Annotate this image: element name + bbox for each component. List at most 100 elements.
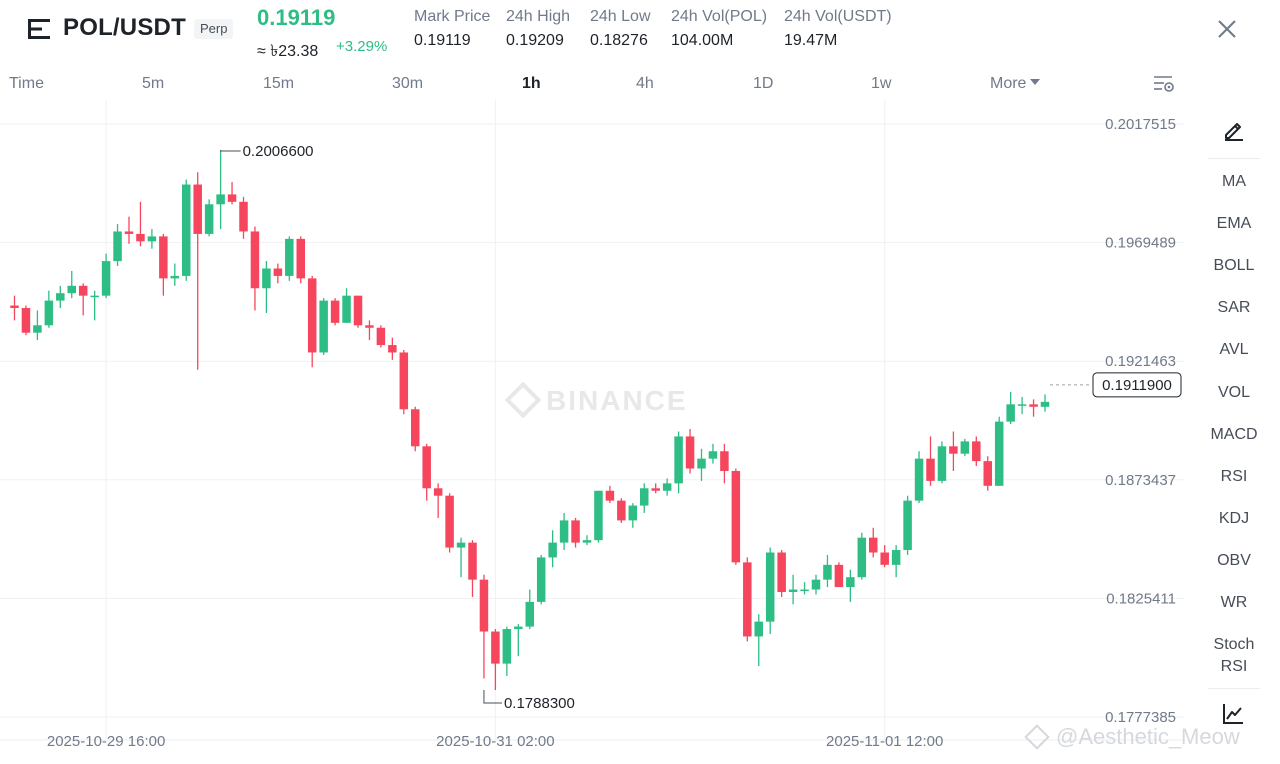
stat-24h-vol-pol: 24h Vol(POL) 104.00M bbox=[671, 8, 767, 50]
stat-label: 24h Low bbox=[590, 8, 651, 25]
candle-body bbox=[754, 621, 763, 637]
tab-1d[interactable]: 1D bbox=[753, 75, 774, 92]
tab-time[interactable]: Time bbox=[9, 75, 44, 92]
indicator-vol[interactable]: VOL bbox=[1217, 384, 1250, 401]
candle-body bbox=[1029, 404, 1038, 407]
stat-value: 0.18276 bbox=[590, 32, 648, 49]
candle bbox=[376, 325, 386, 348]
panel-divider bbox=[1208, 158, 1260, 159]
candle-body bbox=[422, 446, 431, 489]
perp-badge: Perp bbox=[194, 19, 234, 39]
candle bbox=[617, 498, 626, 523]
candle-body bbox=[33, 325, 42, 333]
tab-more[interactable]: More bbox=[990, 75, 1041, 93]
candle bbox=[1017, 396, 1027, 415]
candle bbox=[239, 196, 248, 239]
candle-body bbox=[674, 436, 683, 484]
candle-body bbox=[365, 325, 374, 328]
candle bbox=[903, 495, 912, 555]
candle-body bbox=[388, 345, 397, 353]
candle bbox=[1040, 394, 1050, 412]
candle-body bbox=[834, 564, 844, 588]
stat-value: 19.47M bbox=[784, 32, 838, 49]
indicator-sar[interactable]: SAR bbox=[1217, 299, 1251, 316]
candle-body bbox=[617, 500, 626, 521]
candle-body bbox=[788, 589, 798, 593]
candle bbox=[720, 443, 729, 484]
candle bbox=[399, 349, 409, 415]
candle-body bbox=[353, 295, 363, 326]
candle-body bbox=[983, 461, 992, 486]
candle bbox=[319, 298, 328, 355]
tab-1w[interactable]: 1w bbox=[871, 75, 892, 92]
tab-5m[interactable]: 5m bbox=[142, 75, 165, 92]
trading-pair[interactable]: POL/USDT bbox=[63, 14, 186, 41]
candle bbox=[113, 224, 122, 267]
candle bbox=[159, 233, 168, 296]
candle-body bbox=[960, 441, 970, 454]
candle-body bbox=[90, 295, 99, 298]
chart-line-icon[interactable] bbox=[1221, 702, 1245, 726]
indicator-rsi[interactable]: RSI bbox=[1220, 468, 1248, 485]
y-axis: 0.2017515 0.1969489 0.1921463 0.1873437 0.18… bbox=[1105, 116, 1176, 726]
candle bbox=[823, 554, 832, 588]
stat-24h-low: 24h Low 0.18276 bbox=[590, 8, 651, 50]
indicator-ma[interactable]: MA bbox=[1222, 173, 1246, 190]
menu-icon[interactable] bbox=[28, 18, 52, 40]
candle bbox=[891, 545, 901, 578]
candle bbox=[811, 574, 821, 595]
indicator-obv[interactable]: OBV bbox=[1217, 552, 1251, 569]
candle-body bbox=[891, 550, 901, 565]
indicator-boll[interactable]: BOLL bbox=[1213, 257, 1255, 274]
candle-body bbox=[101, 261, 111, 296]
candle bbox=[846, 569, 855, 602]
candle bbox=[834, 562, 844, 588]
candle bbox=[628, 503, 638, 528]
indicator-stoch-rsi[interactable]: Stoch RSI bbox=[1192, 634, 1276, 678]
candle-body bbox=[800, 589, 809, 592]
candle-body bbox=[582, 540, 592, 543]
tab-4h[interactable]: 4h bbox=[636, 75, 654, 92]
candle bbox=[353, 295, 363, 328]
candle-body bbox=[628, 505, 638, 521]
candle bbox=[960, 438, 970, 457]
candle bbox=[124, 216, 134, 244]
candlestick-chart[interactable]: BINANCE 0.2006600 0.1788300 0.1911900 0.20… bbox=[0, 100, 1184, 754]
candle-body bbox=[548, 542, 557, 558]
candle-body bbox=[559, 520, 569, 543]
candle-body bbox=[376, 327, 386, 346]
candle-body bbox=[502, 629, 512, 664]
x-tick-label: 2025-11-01 12:00 bbox=[826, 733, 943, 750]
current-price-label: 0.1911900 bbox=[1102, 377, 1172, 394]
candle bbox=[90, 290, 99, 321]
tab-15m[interactable]: 15m bbox=[263, 75, 295, 92]
candle-body bbox=[972, 441, 981, 462]
indicator-kdj[interactable]: KDJ bbox=[1218, 510, 1250, 527]
candle-body bbox=[204, 204, 214, 234]
candle bbox=[536, 554, 546, 605]
candle bbox=[227, 182, 237, 205]
indicator-avl[interactable]: AVL bbox=[1219, 341, 1249, 358]
candle bbox=[788, 574, 798, 605]
candle bbox=[422, 443, 431, 501]
candle-body bbox=[296, 238, 305, 279]
tab-1h[interactable]: 1h bbox=[522, 75, 541, 92]
indicator-ema[interactable]: EMA bbox=[1216, 215, 1252, 232]
tab-30m[interactable]: 30m bbox=[392, 75, 424, 92]
footer-watermark-text: @Aesthetic_Meow bbox=[1056, 724, 1240, 749]
candle-body bbox=[159, 236, 168, 279]
close-icon[interactable] bbox=[1214, 16, 1240, 42]
candle-body bbox=[479, 579, 489, 632]
candle-body bbox=[113, 231, 122, 262]
current-price-box bbox=[1092, 372, 1182, 398]
chart-settings-icon[interactable] bbox=[1152, 72, 1176, 96]
candle bbox=[559, 512, 569, 551]
candle-body bbox=[273, 268, 283, 276]
indicator-macd[interactable]: MACD bbox=[1210, 426, 1258, 443]
candle bbox=[411, 406, 420, 452]
candle bbox=[548, 530, 557, 568]
candle bbox=[67, 270, 76, 299]
indicator-wr[interactable]: WR bbox=[1220, 594, 1248, 611]
drawing-pencil-icon[interactable] bbox=[1222, 118, 1246, 142]
candle-body bbox=[994, 421, 1004, 486]
